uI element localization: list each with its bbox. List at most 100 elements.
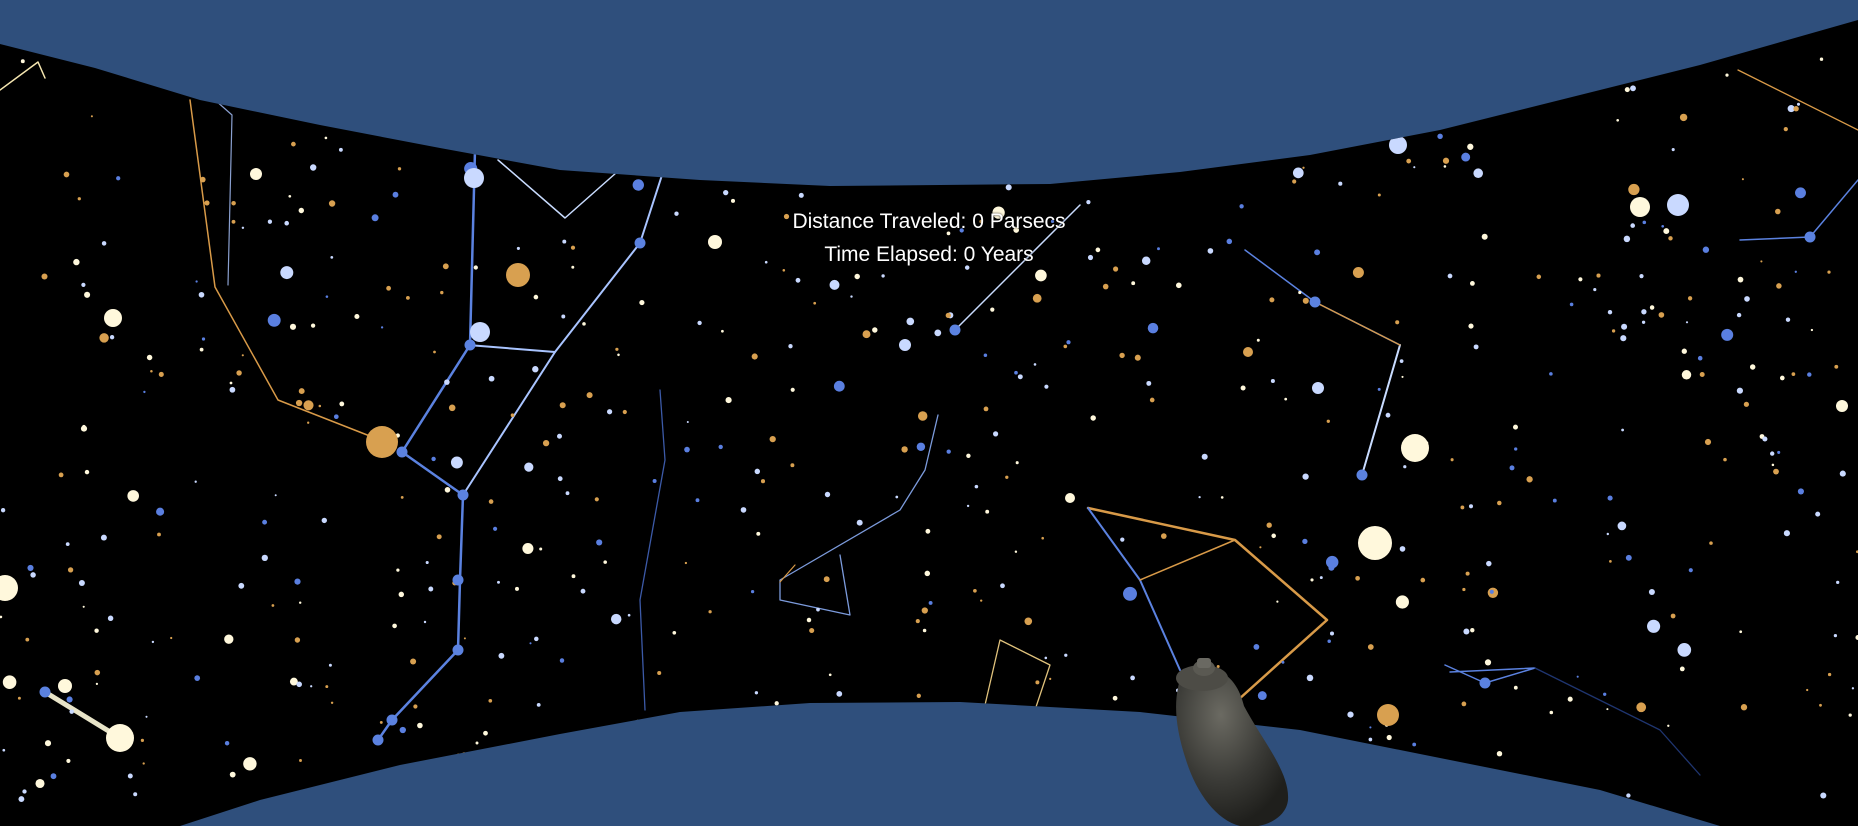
star: [398, 591, 405, 598]
star: [1481, 233, 1488, 240]
constellation-node-star: [386, 714, 398, 726]
star: [1606, 532, 1610, 536]
star: [1198, 495, 1201, 499]
star: [596, 539, 603, 546]
star: [488, 375, 495, 382]
star: [294, 637, 301, 643]
star: [966, 453, 971, 458]
star: [1292, 179, 1297, 184]
star: [18, 796, 25, 803]
star: [392, 623, 397, 629]
star: [310, 685, 313, 688]
star: [94, 669, 101, 676]
star: [229, 381, 233, 385]
star: [1292, 167, 1304, 179]
star: [298, 601, 302, 604]
star: [534, 636, 539, 642]
star: [127, 490, 140, 502]
star: [328, 663, 332, 667]
constellation-node-star: [464, 339, 476, 351]
bright-star: [506, 263, 530, 287]
star: [267, 313, 281, 327]
constellation-line: [1737, 69, 1858, 131]
star: [1549, 372, 1553, 376]
star: [444, 379, 450, 385]
star: [836, 691, 843, 697]
star: [1259, 546, 1262, 549]
star: [1687, 296, 1693, 301]
star: [417, 722, 423, 729]
star: [44, 740, 52, 747]
star: [1160, 533, 1167, 539]
star: [672, 630, 677, 635]
star: [81, 282, 86, 288]
star: [1131, 281, 1136, 286]
star: [1607, 495, 1613, 501]
star: [339, 401, 345, 407]
star: [1044, 656, 1048, 660]
star: [721, 329, 724, 333]
star: [1685, 321, 1689, 324]
star: [69, 709, 74, 714]
star: [17, 696, 21, 700]
star: [652, 479, 657, 483]
star: [674, 211, 679, 216]
star: [1369, 726, 1372, 729]
star: [1270, 378, 1275, 384]
star: [1271, 533, 1276, 539]
star: [1771, 463, 1775, 467]
star: [557, 476, 563, 482]
star: [916, 693, 921, 698]
star: [1468, 504, 1474, 509]
star: [1461, 701, 1467, 707]
star: [27, 564, 34, 571]
star: [980, 599, 983, 602]
star: [756, 531, 761, 536]
star: [1269, 297, 1275, 303]
star: [1815, 511, 1821, 517]
constellation-lines: [0, 61, 1858, 776]
star: [946, 449, 951, 454]
star: [201, 337, 206, 341]
star: [488, 698, 493, 703]
star: [657, 670, 662, 676]
star: [622, 409, 627, 415]
bright-star: [1401, 434, 1429, 462]
star: [284, 220, 289, 226]
star: [170, 636, 173, 640]
star: [1578, 277, 1583, 282]
star: [261, 554, 268, 562]
constellation-line: [462, 351, 556, 496]
star: [515, 586, 519, 591]
star: [1302, 538, 1308, 545]
star: [386, 285, 391, 291]
star: [1302, 166, 1305, 169]
star: [1607, 309, 1613, 315]
star: [303, 400, 314, 411]
bright-star: [106, 724, 134, 752]
star: [1721, 328, 1734, 341]
star: [65, 542, 70, 546]
star: [1679, 666, 1685, 672]
constellation-line: [1444, 664, 1536, 684]
constellation-line: [1314, 301, 1401, 346]
star: [1611, 329, 1616, 333]
star: [63, 171, 70, 178]
star: [1484, 659, 1492, 666]
star: [310, 323, 316, 328]
star: [1406, 158, 1412, 164]
star: [1201, 453, 1208, 460]
star: [1467, 143, 1474, 150]
star: [307, 421, 310, 424]
star: [1699, 372, 1705, 377]
star: [1681, 348, 1687, 354]
star: [1848, 713, 1852, 717]
star: [723, 189, 729, 196]
star: [66, 758, 71, 763]
star: [67, 567, 74, 573]
star: [2, 675, 17, 689]
star: [1647, 619, 1661, 633]
star: [298, 207, 305, 214]
star: [423, 620, 427, 624]
star: [425, 560, 429, 565]
